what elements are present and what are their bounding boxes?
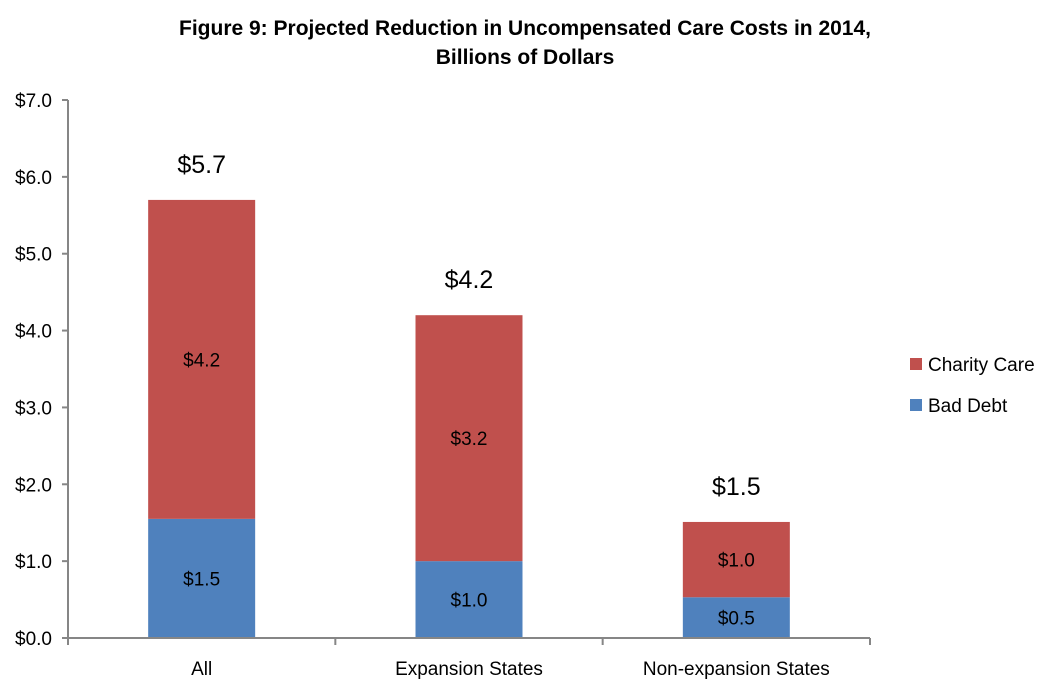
y-tick-label: $3.0: [15, 398, 52, 419]
chart-title: Figure 9: Projected Reduction in Uncompe…: [0, 14, 1050, 72]
total-label: $4.2: [445, 266, 494, 294]
y-tick-label: $0.0: [15, 629, 52, 650]
data-label: $4.2: [183, 350, 220, 371]
data-label: $1.5: [183, 569, 220, 590]
chart-title-line1: Figure 9: Projected Reduction in Uncompe…: [179, 17, 871, 40]
bar-segment-bad-debt: [148, 518, 256, 638]
data-label: $1.0: [451, 591, 488, 612]
chart-title-line2: Billions of Dollars: [435, 46, 615, 69]
y-tick-label: $2.0: [15, 475, 52, 496]
data-label: $3.2: [451, 429, 488, 450]
y-tick-label: $7.0: [15, 91, 52, 112]
bar-segment-bad-debt: [682, 597, 790, 638]
y-tick-label: $1.0: [15, 552, 52, 573]
x-tick-label: All: [191, 659, 212, 680]
bar-segment-bad-debt: [415, 561, 523, 638]
legend-label: Bad Debt: [928, 396, 1008, 417]
bar-segment-charity-care: [415, 315, 523, 562]
bar-segment-charity-care: [682, 521, 790, 598]
x-tick-label: Non-expansion States: [643, 659, 830, 680]
y-tick-label: $5.0: [15, 245, 52, 266]
data-label: $0.5: [718, 609, 755, 630]
legend-swatch: [910, 399, 922, 411]
y-tick-label: $4.0: [15, 322, 52, 343]
legend-label: Charity Care: [928, 355, 1035, 376]
total-label: $1.5: [712, 473, 761, 501]
x-tick-label: Expansion States: [395, 659, 543, 680]
data-label: $1.0: [718, 551, 755, 572]
y-tick-label: $6.0: [15, 168, 52, 189]
legend-swatch: [910, 358, 922, 370]
total-label: $5.7: [177, 151, 226, 179]
bar-segment-charity-care: [148, 199, 256, 519]
